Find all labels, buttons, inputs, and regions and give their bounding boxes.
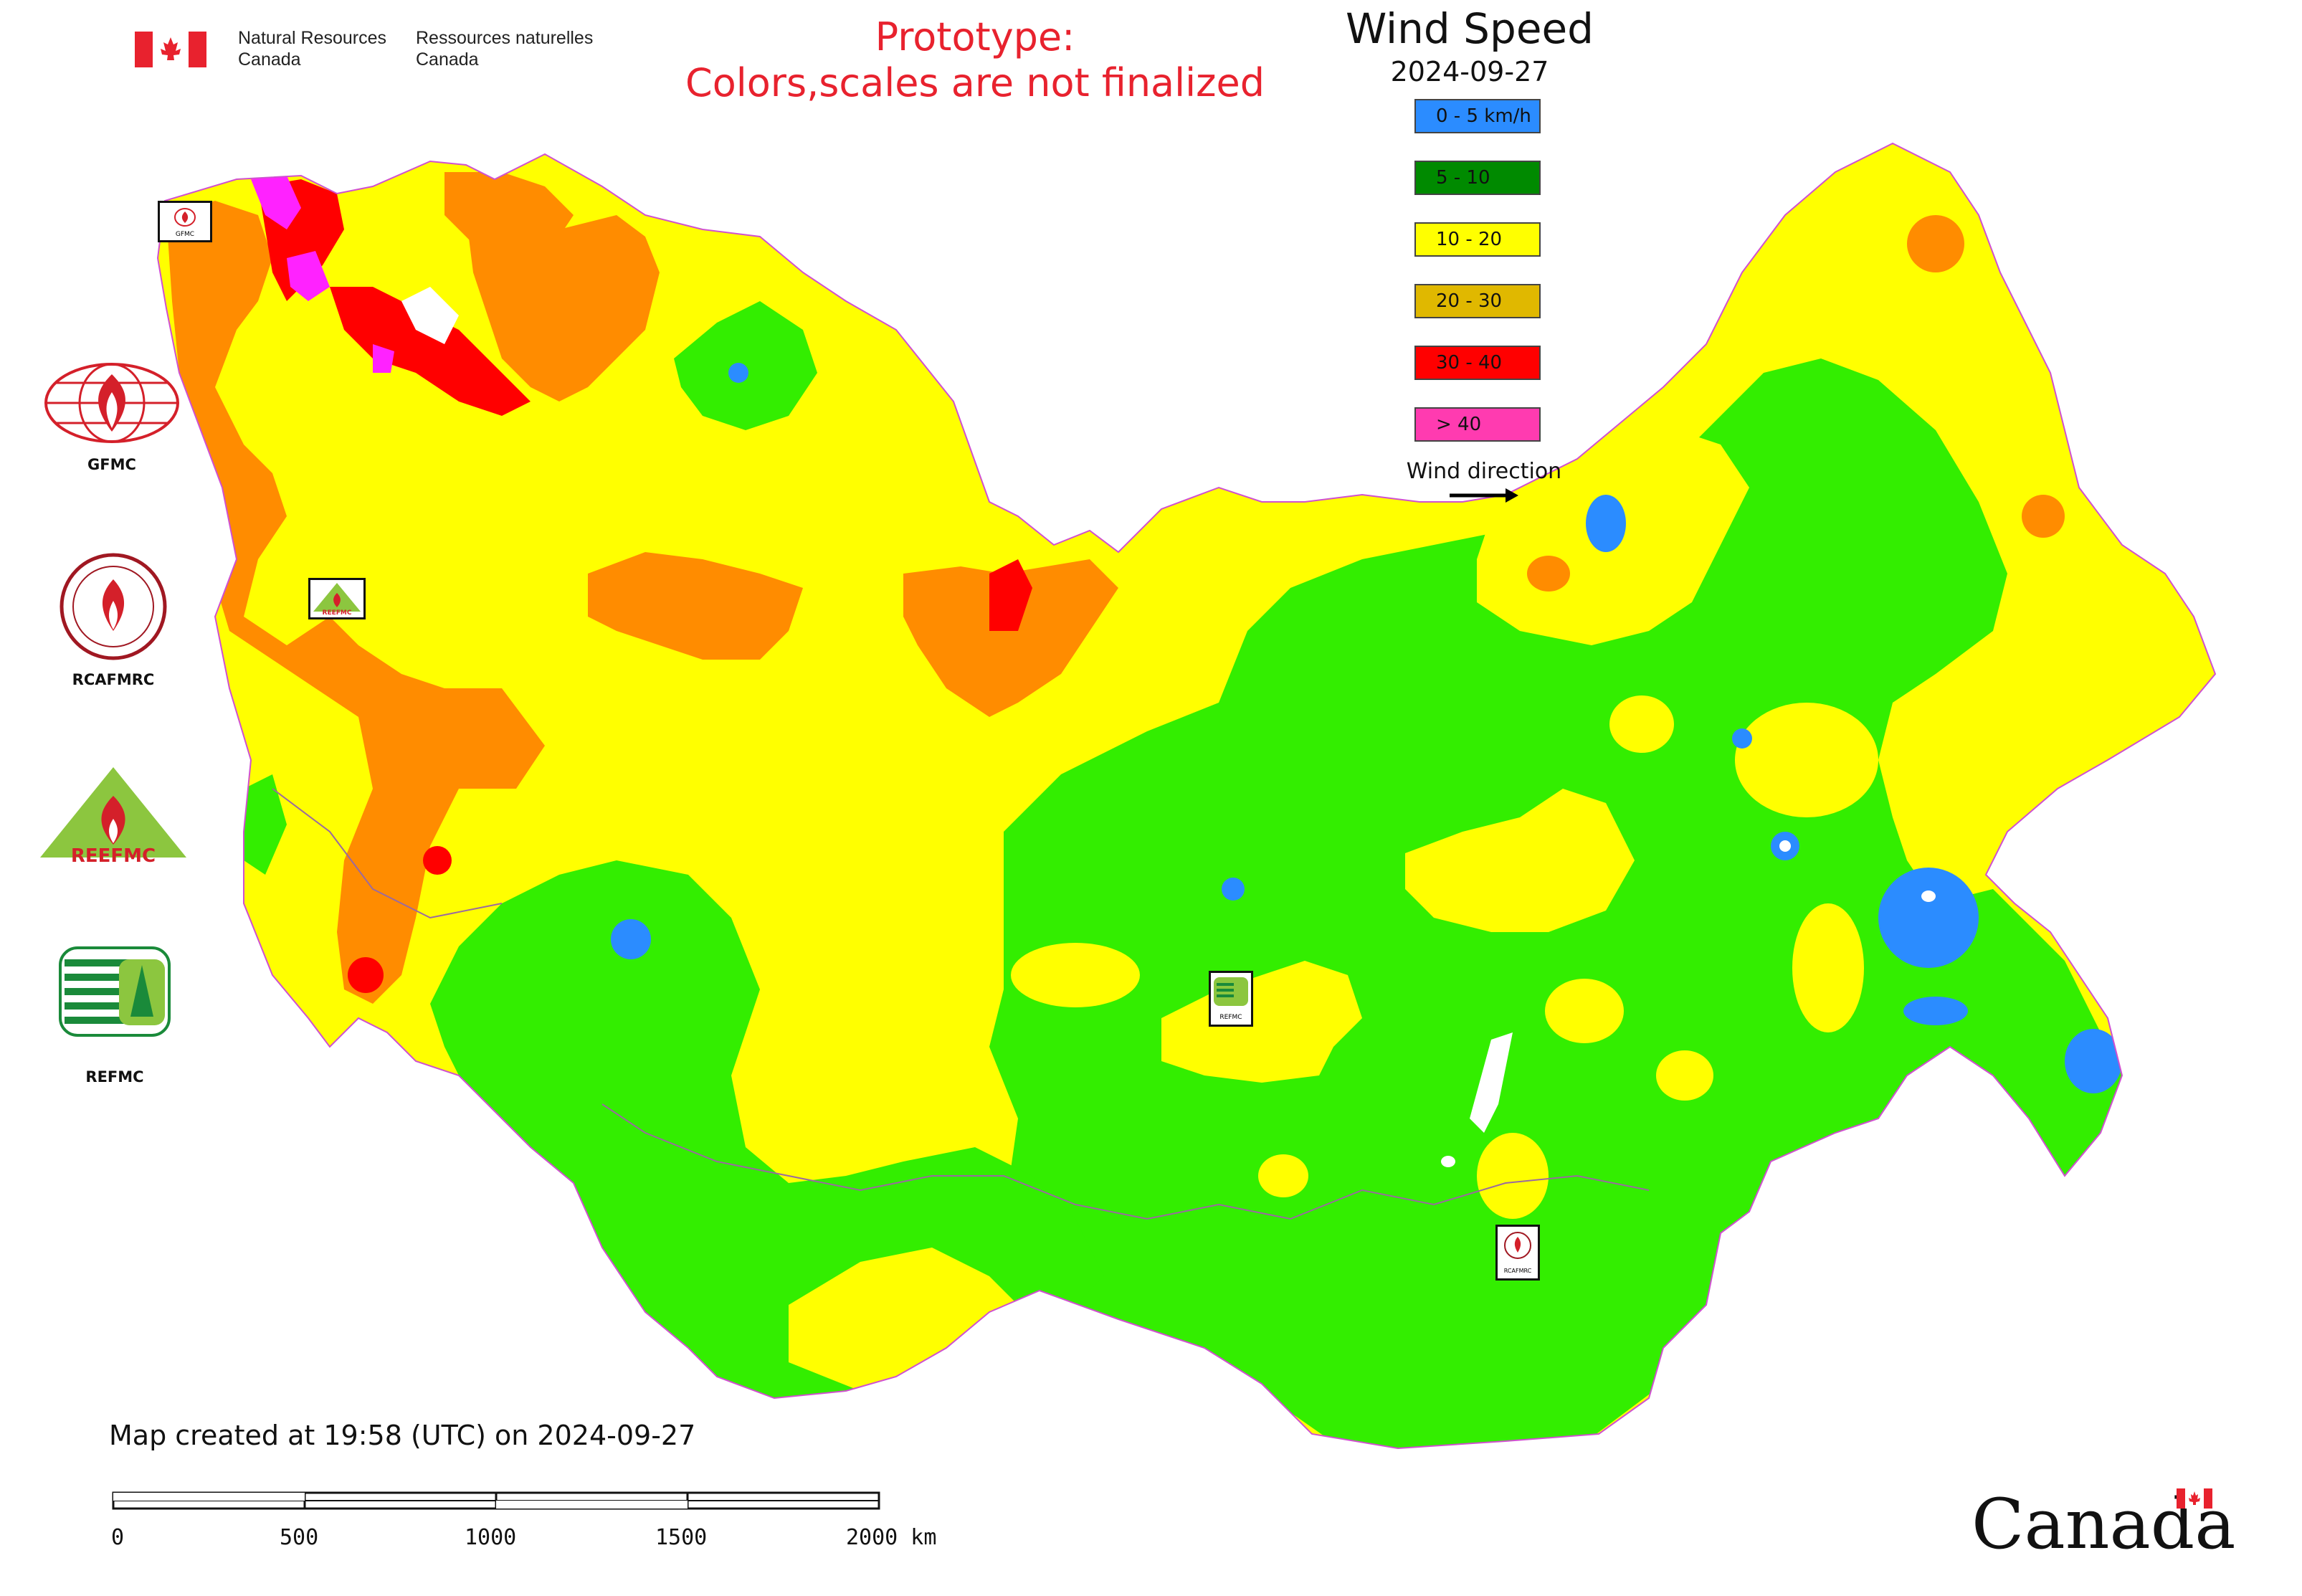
scale-bar: 0 500 1000 1500 2000 km <box>111 1491 936 1550</box>
map-created-timestamp: Map created at 19:58 (UTC) on 2024-09-27 <box>109 1420 696 1451</box>
prototype-notice: Colors,scales are not finalized <box>685 60 1265 105</box>
scale-tick-1000: 1000 <box>465 1525 516 1550</box>
reefmc-logo-text: REEFMC <box>71 845 156 867</box>
refmc-emblem-icon <box>59 946 171 1037</box>
legend-label: 5 - 10 <box>1436 167 1490 189</box>
nrcan-signature: Natural Resources Canada Ressources natu… <box>135 27 601 72</box>
refmc-marker-icon: REFMC <box>1214 977 1248 1021</box>
legend-label: > 40 <box>1436 414 1482 435</box>
map-title: Wind Speed <box>1345 4 1594 53</box>
legend-label: 30 - 40 <box>1436 352 1503 374</box>
canada-flag-icon <box>135 32 206 67</box>
rcafmrc-marker-icon: RCAFMRC <box>1504 1232 1532 1274</box>
legend-item-10-20: 10 - 20 <box>1414 222 1541 257</box>
reefmc-triangle-icon: REEFMC <box>40 767 186 867</box>
gfmc-marker-icon: GFMC <box>174 208 196 238</box>
marker-rcafmrc-label: RCAFMRC <box>1504 1268 1532 1274</box>
scale-tick-2000: 2000 km <box>846 1525 936 1550</box>
legend-item-5-10: 5 - 10 <box>1414 161 1541 195</box>
scale-tick-0: 0 <box>111 1525 124 1550</box>
legend-item-0-5: 0 - 5 km/h <box>1414 99 1541 133</box>
scale-tick-500: 500 <box>280 1525 318 1550</box>
map-marker-refmc: REFMC <box>1209 971 1253 1027</box>
scale-tick-1500: 1500 <box>655 1525 707 1550</box>
org-name-en: Natural Resources Canada <box>238 28 387 70</box>
reefmc-marker-icon: REEFMC <box>313 583 361 617</box>
prototype-heading: Prototype: <box>875 14 1075 60</box>
wind-direction-label: Wind direction <box>1406 459 1562 484</box>
marker-reefmc-label: REEFMC <box>323 609 352 617</box>
gfmc-logo: GFMC <box>40 360 184 473</box>
legend-label: 0 - 5 km/h <box>1436 105 1531 127</box>
rcafmrc-logo: RCAFMRC <box>57 551 169 688</box>
legend-label: 20 - 30 <box>1436 290 1503 312</box>
map-marker-gfmc: GFMC <box>158 201 212 242</box>
refmc-label: REFMC <box>85 1068 144 1086</box>
marker-refmc-label: REFMC <box>1219 1014 1242 1021</box>
legend-item-40-plus: > 40 <box>1414 407 1541 442</box>
org-name-fr: Ressources naturelles Canada <box>416 28 594 70</box>
legend-item-30-40: 30 - 40 <box>1414 346 1541 380</box>
gfmc-globe-icon <box>44 363 179 443</box>
rcafmrc-label: RCAFMRC <box>72 671 155 688</box>
rcafmrc-seal-icon <box>60 553 167 660</box>
canada-wordmark-flag-icon <box>2177 1488 2212 1509</box>
legend-label: 10 - 20 <box>1436 229 1503 250</box>
gfmc-label: GFMC <box>87 456 136 473</box>
refmc-logo: REFMC <box>57 945 172 1086</box>
map-marker-reefmc: REEFMC <box>308 578 366 619</box>
legend-item-20-30: 20 - 30 <box>1414 284 1541 318</box>
marker-gfmc-label: GFMC <box>176 231 194 238</box>
map-date: 2024-09-27 <box>1390 56 1549 87</box>
wind-direction-arrow-icon <box>1450 488 1518 503</box>
reefmc-logo: REEFMC <box>37 764 189 872</box>
map-marker-rcafmrc: RCAFMRC <box>1495 1225 1540 1281</box>
